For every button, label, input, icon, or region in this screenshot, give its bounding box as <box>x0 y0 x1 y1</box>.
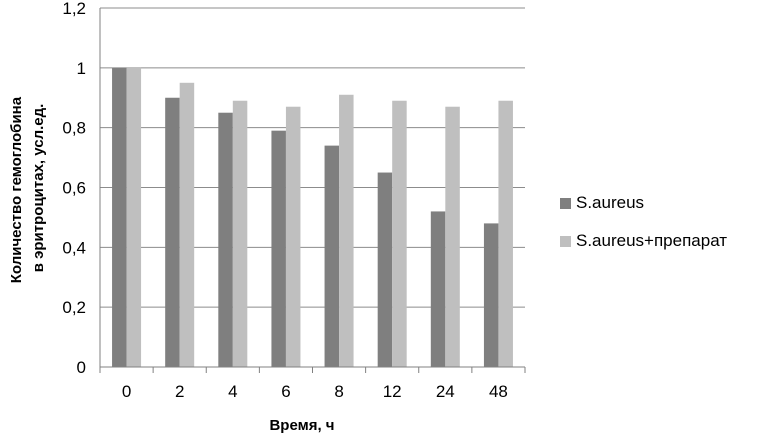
bar-saureus-preparat-24 <box>445 106 460 367</box>
bar-saureus-6 <box>271 130 286 367</box>
x-axis-title: Время, ч <box>269 417 334 434</box>
bar-saureus-preparat-12 <box>392 100 407 367</box>
bar-saureus-0 <box>112 67 127 367</box>
x-tick-label: 12 <box>383 382 402 401</box>
x-tick-label: 6 <box>281 382 290 401</box>
bar-saureus-preparat-2 <box>179 82 195 368</box>
x-tick-label: 4 <box>228 382 237 401</box>
legend-label: S.aureus+препарат <box>576 231 727 250</box>
bar-saureus-12 <box>377 172 393 367</box>
bar-saureus-24 <box>430 211 446 367</box>
bar-saureus-4 <box>218 112 233 367</box>
legend-swatch <box>560 198 571 209</box>
gridlines <box>100 7 525 308</box>
x-tick-labels: 0 2 4 6 8 12 24 48 <box>99 367 526 401</box>
legend: S.aureus S.aureus+препарат <box>560 193 727 250</box>
legend-label: S.aureus <box>576 193 644 212</box>
y-tick-label: 0,6 <box>62 179 86 198</box>
y-tick-label: 0 <box>77 358 86 377</box>
y-tick-label: 1,2 <box>62 0 86 18</box>
y-axis-title-line-2: в эритроцитах, усл.ед. <box>30 104 47 273</box>
bar-saureus-2 <box>165 97 180 367</box>
y-tick-labels: 0 0,2 0,4 0,6 0,8 1 1,2 <box>62 0 86 377</box>
y-tick-label: 1 <box>77 59 86 78</box>
y-tick-label: 0,8 <box>62 119 86 138</box>
bar-saureus-preparat-48 <box>498 100 513 367</box>
y-axis-title: Количество гемоглобина в эритроцитах, ус… <box>8 93 47 283</box>
bar-saureus-preparat-6 <box>285 106 301 367</box>
bars <box>112 67 513 368</box>
x-tick-label: 48 <box>489 382 508 401</box>
x-tick-label: 8 <box>334 382 343 401</box>
x-tick-label: 24 <box>436 382 455 401</box>
x-tick-label: 0 <box>122 382 131 401</box>
y-tick-label: 0,2 <box>62 298 86 317</box>
bar-saureus-preparat-8 <box>339 94 354 367</box>
bar-saureus-48 <box>483 223 499 367</box>
bar-saureus-preparat-0 <box>126 67 142 367</box>
legend-swatch <box>560 236 571 247</box>
y-tick-label: 0,4 <box>62 238 86 257</box>
bar-saureus-8 <box>324 145 340 367</box>
y-axis-title-line-1: Количество гемоглобина <box>8 96 25 283</box>
bar-saureus-preparat-4 <box>232 100 248 367</box>
x-tick-label: 2 <box>175 382 184 401</box>
